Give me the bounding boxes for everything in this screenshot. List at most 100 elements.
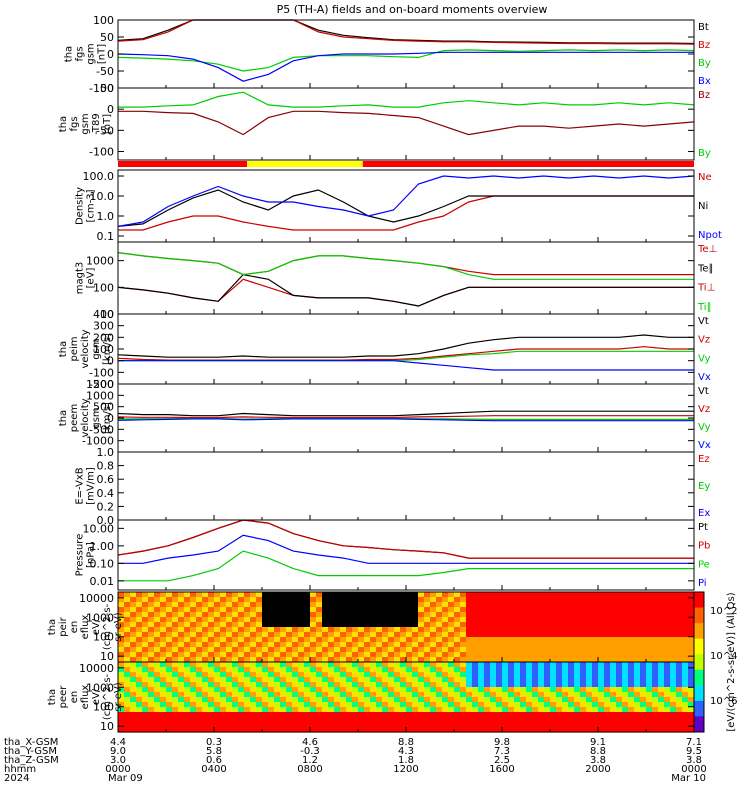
spectrogram-cell [250,707,257,713]
spectrogram-cell [544,647,551,653]
spectrogram-cell [124,707,131,713]
spectrogram-cell [280,592,287,598]
spectrogram-cell [514,642,521,648]
spectrogram-cell [682,617,689,623]
spectrogram-cell [202,617,209,623]
spectrogram-cell [652,597,659,603]
spectrogram-cell [148,722,155,728]
spectrogram-cell [382,597,389,603]
spectrogram-cell [550,682,557,688]
spectrogram-cell [334,722,341,728]
spectrogram-cell [550,627,557,633]
spectrogram-cell [622,682,629,688]
spectrogram-cell [442,597,449,603]
spectrogram-cell [448,692,455,698]
spectrogram-cell [394,692,401,698]
spectrogram-cell [454,722,461,728]
spectrogram-cell [154,657,161,663]
spectrogram-cell [238,602,245,608]
spectrogram-cell [688,707,695,713]
spectrogram-cell [208,652,215,658]
spectrogram-cell [304,672,311,678]
spectrogram-cell [676,687,683,693]
spectrogram-cell [376,677,383,683]
spectrogram-cell [382,662,389,668]
spectrogram-cell [118,697,125,703]
series-line-Bz [117,19,695,45]
spectrogram-cell [604,657,611,663]
spectrogram-cell [580,672,587,678]
spectrogram-cell [154,632,161,638]
spectrogram-cell [214,607,221,613]
legend-Ey: Ey [698,481,710,492]
y-tick-label: 1.0 [97,446,115,459]
legend-By: By [698,58,711,69]
spectrogram-cell [586,647,593,653]
spectrogram-cell [352,592,359,598]
spectrogram-cell [538,712,545,718]
spectrogram-cell [118,612,125,618]
spectrogram-cell [616,612,623,618]
spectrogram-cell [490,712,497,718]
spectrogram-cell [202,717,209,723]
y-axis-label: tha [58,116,69,132]
spectrogram-cell [646,632,653,638]
spectrogram-cell [388,622,395,628]
spectrogram-cell [418,592,425,598]
spectrogram-cell [298,657,305,663]
legend-Pi: Pi [698,578,707,589]
spectrogram-cell [604,607,611,613]
spectrogram-cell [478,612,485,618]
spectrogram-cell [202,602,209,608]
spectrogram-cell [592,672,599,678]
spectrogram-cell [652,622,659,628]
spectrogram-cell [154,697,161,703]
spectrogram-cell [142,607,149,613]
spectrogram-cell [316,727,323,733]
spectrogram-cell [328,677,335,683]
spectrogram-cell [628,612,635,618]
spectrogram-cell [310,677,317,683]
spectrogram-cell [148,682,155,688]
spectrogram-cell [226,667,233,673]
spectrogram-cell [664,687,671,693]
spectrogram-cell [436,597,443,603]
spectrogram-cell [412,692,419,698]
spectrogram-cell [484,702,491,708]
spectrogram-cell [358,617,365,623]
spectrogram-cell [628,602,635,608]
spectrogram-cell [520,612,527,618]
spectrogram-cell [262,667,269,673]
spectrogram-cell [376,707,383,713]
spectrogram-cell [118,712,125,718]
spectrogram-cell [328,672,335,678]
spectrogram-cell [358,697,365,703]
spectrogram-cell [646,692,653,698]
spectrogram-cell [508,617,515,623]
colorbar-segment [694,700,704,717]
spectrogram-cell [640,667,647,673]
spectrogram-cell [346,632,353,638]
spectrogram-cell [622,592,629,598]
spectrogram-cell [532,597,539,603]
spectrogram-cell [424,642,431,648]
spectrogram-cell [304,597,311,603]
spectrogram-cell [532,627,539,633]
spectrogram-cell [208,707,215,713]
spectrogram-cell [232,692,239,698]
spectrogram-cell [418,637,425,643]
spectrogram-cell [460,712,467,718]
spectrogram-cell [472,667,479,673]
spectrogram-cell [136,607,143,613]
spectrogram-cell [118,682,125,688]
spectrogram-cell [580,612,587,618]
spectrogram-cell [196,602,203,608]
spectrogram-cell [682,597,689,603]
spectrogram-cell [532,712,539,718]
spectrogram-cell [556,637,563,643]
spectrogram-cell [190,592,197,598]
spectrogram-cell [580,617,587,623]
spectrogram-cell [160,672,167,678]
spectrogram-cell [262,632,269,638]
spectrogram-cell [544,667,551,673]
